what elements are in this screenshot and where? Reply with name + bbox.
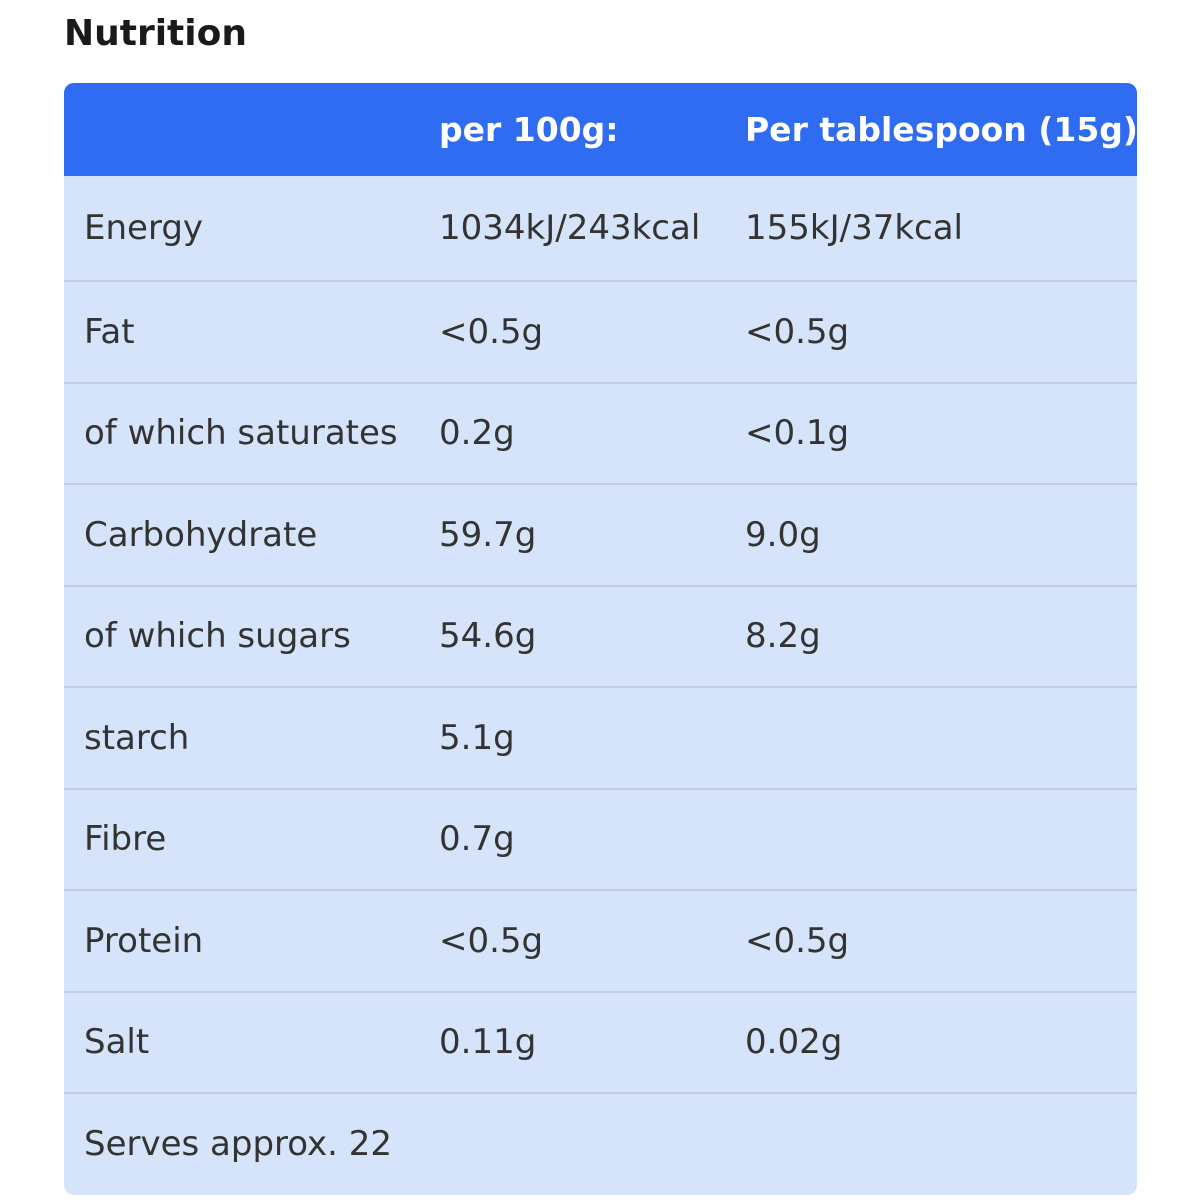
per-tablespoon-cell <box>725 789 1137 891</box>
table-row: Carbohydrate 59.7g 9.0g <box>64 484 1137 586</box>
header-cell-per-tablespoon: Per tablespoon (15g) <box>745 110 1137 149</box>
nutrient-cell: Salt <box>84 1022 150 1063</box>
per-tablespoon-cell <box>725 687 1137 789</box>
table-row: of which sugars 54.6g 8.2g <box>64 585 1137 688</box>
nutrient-cell: of which saturates <box>84 413 398 454</box>
table-header-row: per 100g: Per tablespoon (15g) <box>64 83 1137 176</box>
per-100g-cell: 0.2g <box>439 413 515 454</box>
table-row: Energy 1034kJ/243kcal 155kJ/37kcal <box>64 176 1137 281</box>
table-row: Salt 0.11g 0.02g <box>64 991 1137 1094</box>
per-tablespoon-cell: 0.02g <box>745 1022 843 1063</box>
section-title: Nutrition <box>64 13 247 54</box>
per-100g-cell: 0.11g <box>439 1022 537 1063</box>
table-row: Fibre 0.7g <box>64 788 1137 891</box>
per-tablespoon-cell <box>725 1093 1137 1195</box>
table-row: Fat <0.5g <0.5g <box>64 281 1137 383</box>
nutrient-cell: Carbohydrate <box>84 514 318 555</box>
nutrient-cell: Protein <box>84 920 204 961</box>
serves-cell: Serves approx. 22 <box>84 1124 393 1165</box>
per-100g-cell: <0.5g <box>439 920 544 961</box>
nutrient-cell: Energy <box>84 208 204 248</box>
per-100g-cell: 1034kJ/243kcal <box>439 208 701 248</box>
header-cell-nutrient <box>64 83 419 176</box>
per-100g-cell: 54.6g <box>439 616 537 657</box>
nutrition-table-container: per 100g: Per tablespoon (15g) Energy 10… <box>64 83 1137 1195</box>
table-row: Serves approx. 22 <box>64 1093 1137 1195</box>
table-row: starch 5.1g <box>64 687 1137 789</box>
nutrient-cell: Fibre <box>84 819 167 860</box>
per-tablespoon-cell: 9.0g <box>745 514 821 555</box>
table-row: of which saturates 0.2g <0.1g <box>64 382 1137 485</box>
per-100g-cell: 5.1g <box>439 717 515 758</box>
per-tablespoon-cell: <0.1g <box>745 413 850 454</box>
per-100g-cell: 59.7g <box>439 514 537 555</box>
per-tablespoon-cell: <0.5g <box>745 311 850 352</box>
header-cell-per-100g: per 100g: <box>439 110 619 149</box>
per-tablespoon-cell: <0.5g <box>745 920 850 961</box>
per-100g-cell: 0.7g <box>439 819 515 860</box>
per-100g-cell <box>419 1093 725 1195</box>
per-tablespoon-cell: 8.2g <box>745 616 821 657</box>
nutrition-table: per 100g: Per tablespoon (15g) Energy 10… <box>64 83 1137 1195</box>
per-tablespoon-cell: 155kJ/37kcal <box>745 208 963 248</box>
table-row: Protein <0.5g <0.5g <box>64 890 1137 992</box>
per-100g-cell: <0.5g <box>439 311 544 352</box>
nutrient-cell: Fat <box>84 311 135 352</box>
nutrient-cell: of which sugars <box>84 616 351 657</box>
nutrient-cell: starch <box>84 717 190 758</box>
